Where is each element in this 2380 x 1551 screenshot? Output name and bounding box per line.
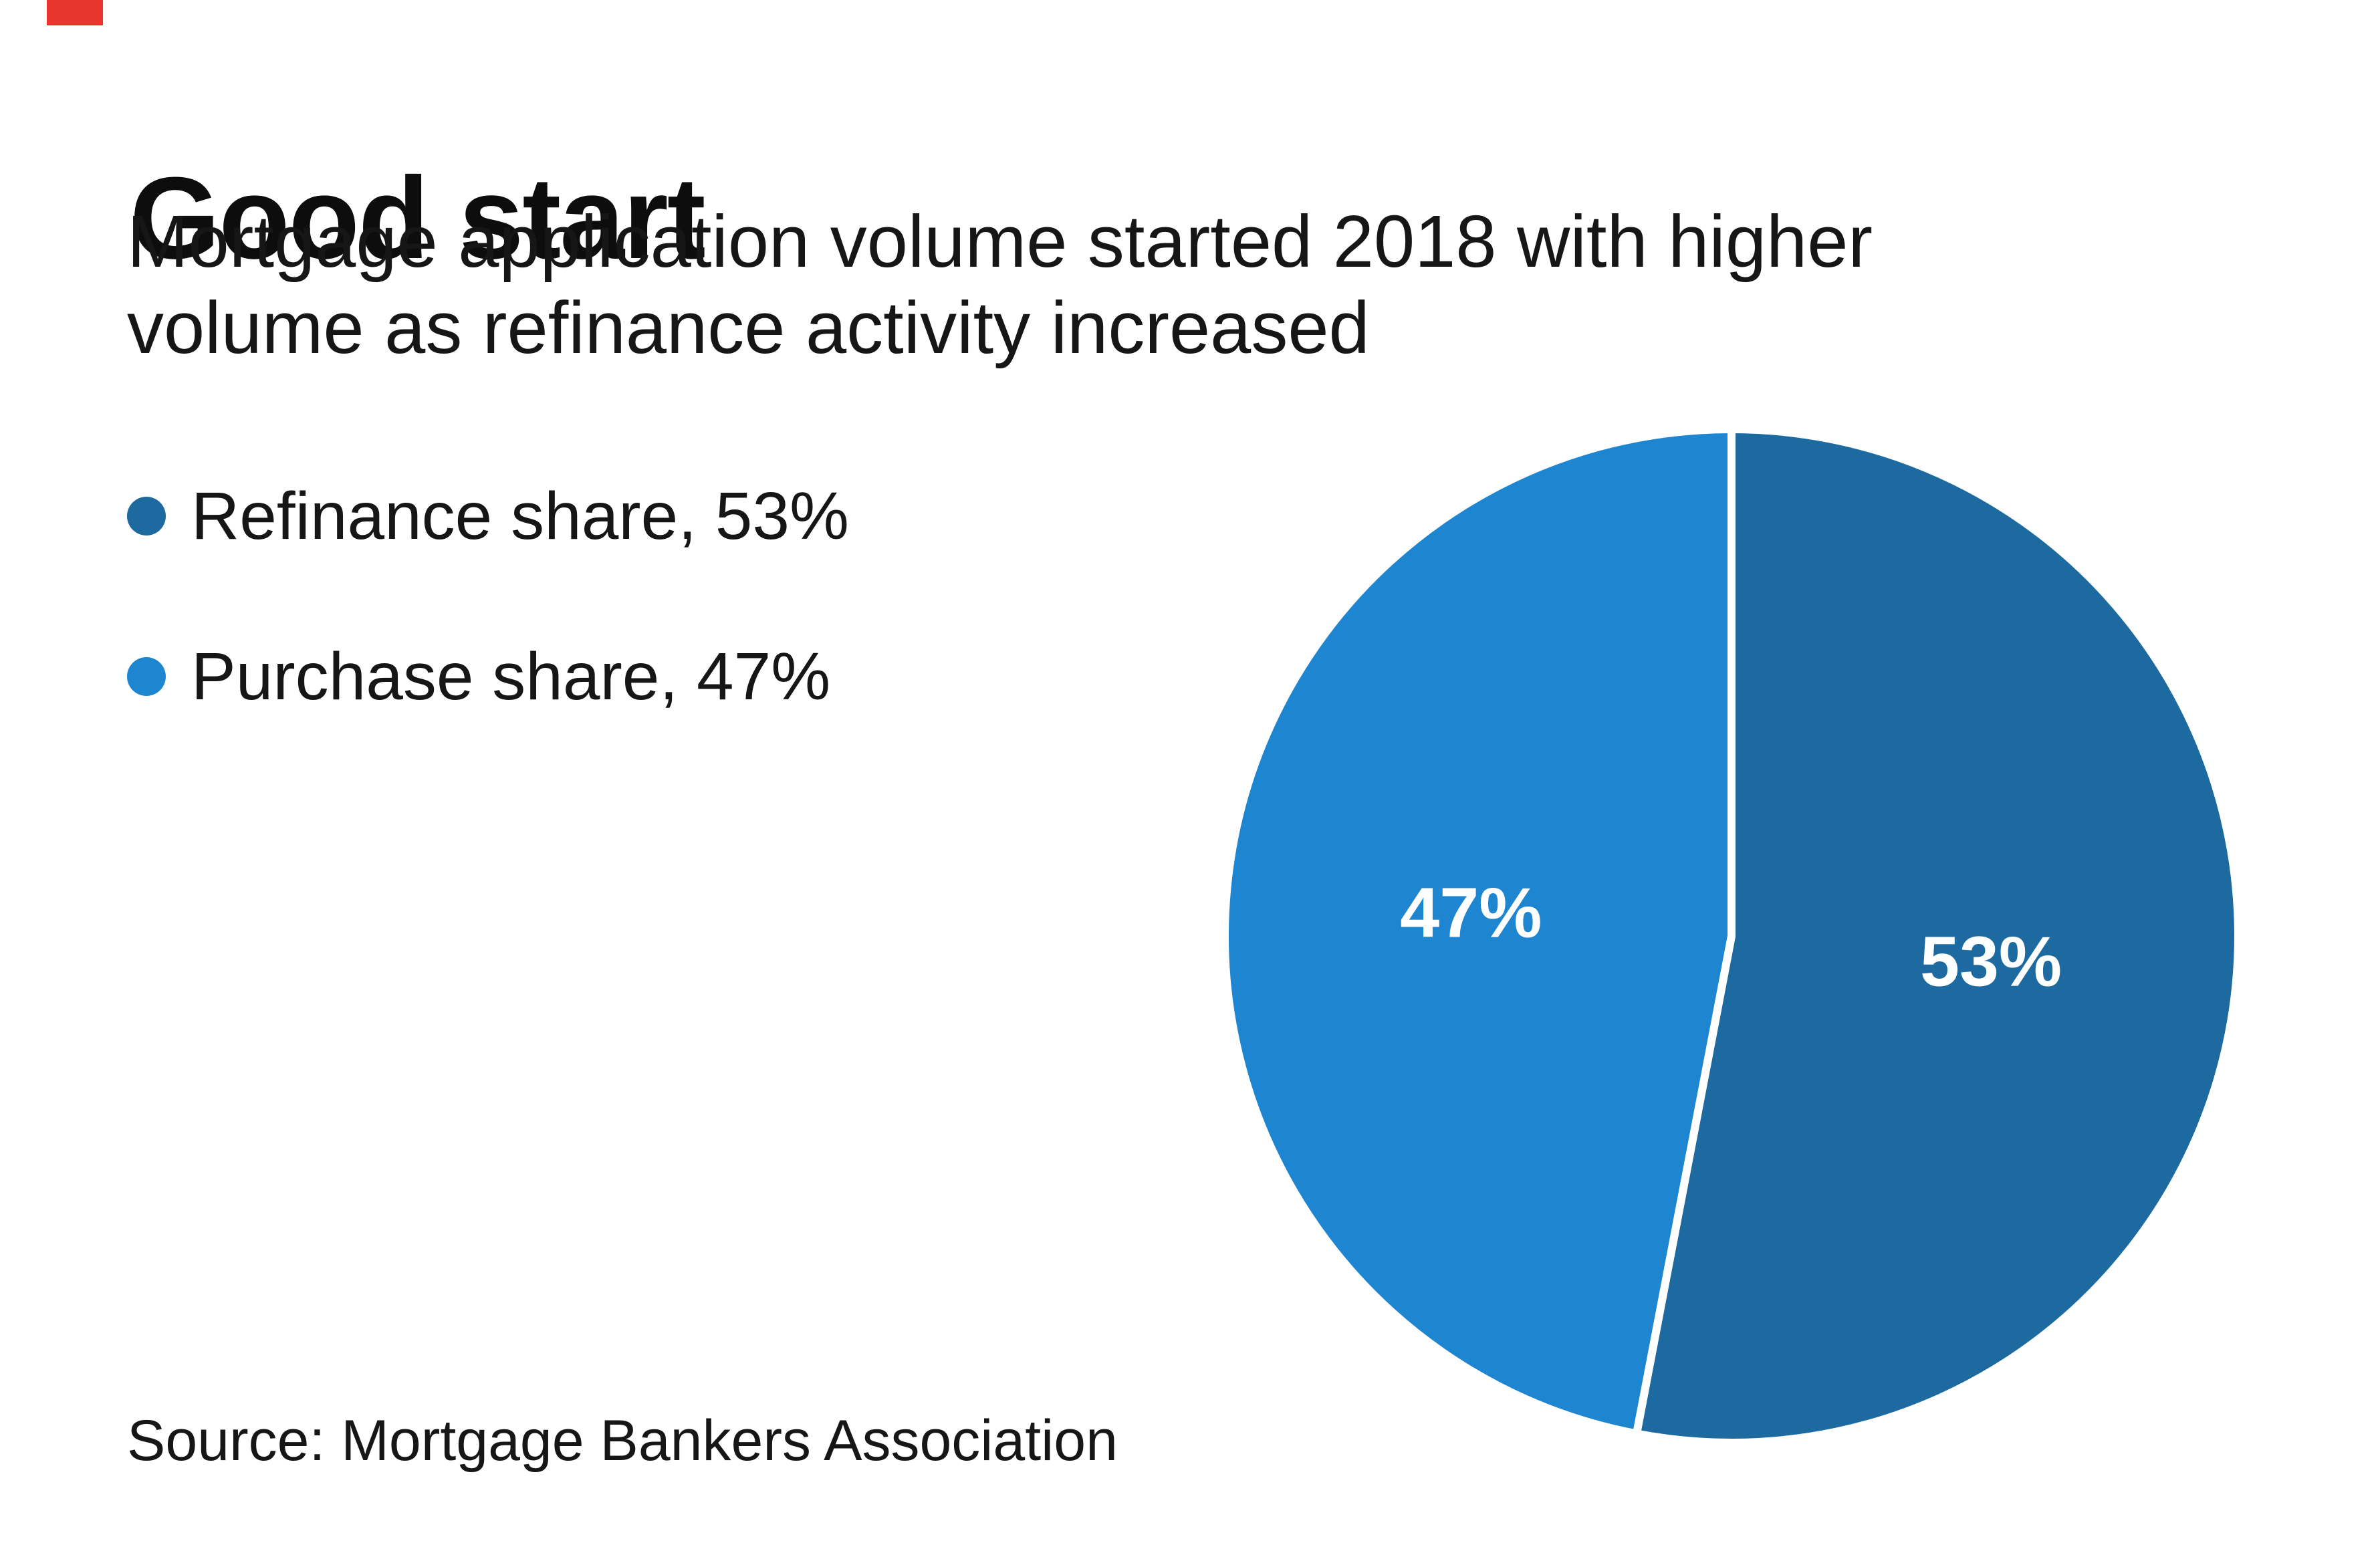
legend-label: Purchase share, 47% — [191, 638, 831, 714]
pie-slice-purchase-share — [1221, 425, 1736, 1438]
subtitle-line-2: volume as refinance activity increased — [127, 286, 1370, 369]
slice-label-purchase: 47% — [1400, 873, 1542, 953]
chart-subtitle: Mortgage application volume started 2018… — [127, 199, 1873, 371]
legend-label: Refinance share, 53% — [191, 478, 849, 554]
brand-accent-bar — [47, 0, 103, 25]
subtitle-line-1: Mortgage application volume started 2018… — [127, 201, 1873, 283]
legend-item-refinance: Refinance share, 53% — [127, 475, 849, 558]
legend: Refinance share, 53% Purchase share, 47% — [127, 475, 849, 718]
page-title: Good start — [130, 152, 706, 283]
purchase-swatch-icon — [127, 657, 166, 696]
source-note: Source: Mortgage Bankers Association — [127, 1409, 1118, 1473]
legend-item-purchase: Purchase share, 47% — [127, 635, 849, 718]
slice-label-refinance: 53% — [1920, 922, 2062, 1001]
pie-slice-refinance-share — [1632, 425, 2242, 1447]
refinance-swatch-icon — [127, 497, 166, 535]
pie-svg — [1221, 425, 2242, 1447]
pie-chart: 53% 47% — [1217, 421, 2246, 1451]
